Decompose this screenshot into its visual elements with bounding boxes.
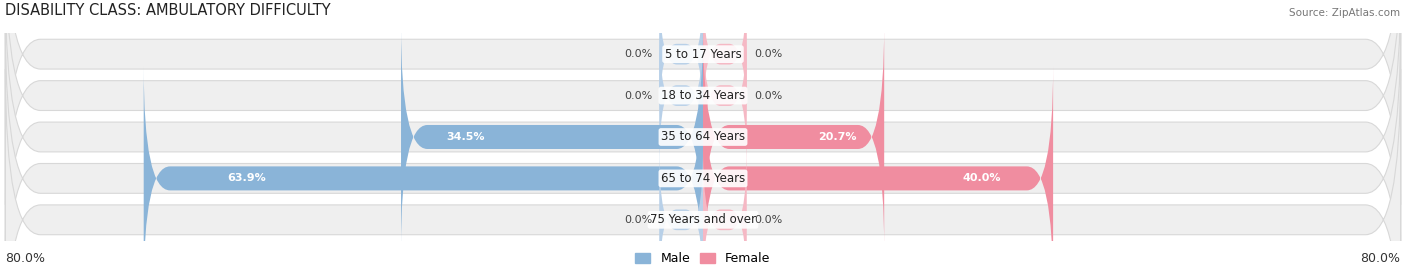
Text: 0.0%: 0.0% [754,215,782,225]
FancyBboxPatch shape [703,23,747,168]
FancyBboxPatch shape [703,0,747,127]
FancyBboxPatch shape [6,28,1400,268]
Text: 18 to 34 Years: 18 to 34 Years [661,89,745,102]
FancyBboxPatch shape [401,25,703,249]
Text: 5 to 17 Years: 5 to 17 Years [665,48,741,61]
FancyBboxPatch shape [703,147,747,268]
Text: 34.5%: 34.5% [446,132,485,142]
Text: 0.0%: 0.0% [754,49,782,59]
Text: 63.9%: 63.9% [228,173,266,183]
Legend: Male, Female: Male, Female [636,252,770,265]
FancyBboxPatch shape [703,66,1053,268]
Text: 65 to 74 Years: 65 to 74 Years [661,172,745,185]
Text: 80.0%: 80.0% [6,252,45,265]
Text: 0.0%: 0.0% [624,215,652,225]
Text: 0.0%: 0.0% [754,91,782,100]
Text: 80.0%: 80.0% [1361,252,1400,265]
Text: 35 to 64 Years: 35 to 64 Years [661,131,745,143]
FancyBboxPatch shape [703,25,884,249]
FancyBboxPatch shape [6,69,1400,268]
FancyBboxPatch shape [6,0,1400,205]
FancyBboxPatch shape [659,147,703,268]
FancyBboxPatch shape [6,0,1400,268]
Text: 75 Years and over: 75 Years and over [650,213,756,226]
FancyBboxPatch shape [143,66,703,268]
FancyBboxPatch shape [6,0,1400,246]
FancyBboxPatch shape [659,23,703,168]
Text: DISABILITY CLASS: AMBULATORY DIFFICULTY: DISABILITY CLASS: AMBULATORY DIFFICULTY [6,3,330,18]
Text: 40.0%: 40.0% [962,173,1001,183]
FancyBboxPatch shape [659,0,703,127]
Text: 0.0%: 0.0% [624,91,652,100]
Text: 20.7%: 20.7% [818,132,858,142]
Text: Source: ZipAtlas.com: Source: ZipAtlas.com [1289,8,1400,18]
Text: 0.0%: 0.0% [624,49,652,59]
